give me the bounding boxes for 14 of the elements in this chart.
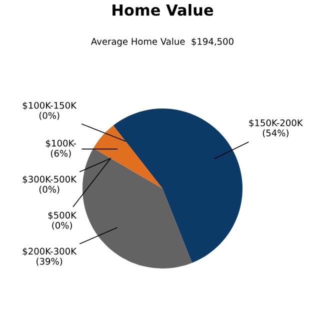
slice-label: $200K-300K (22, 248, 77, 256)
slice-label: $100K- (46, 140, 76, 148)
slice-label: $150K-200K (249, 119, 304, 128)
category-label: $300K-500K (22, 176, 77, 184)
category-label: $500K (48, 212, 77, 220)
text: (0%) (39, 186, 60, 194)
text: (0%) (52, 222, 72, 230)
data-label: (39%) (36, 258, 62, 266)
data-label: (6%) (50, 150, 71, 158)
text: (0%) (39, 112, 60, 120)
data-label: (54%) (262, 129, 288, 138)
chart-title: Home Value (112, 4, 214, 16)
category-label: $100K-150K (22, 102, 77, 110)
chart-subtitle: Average Home Value $194,500 (91, 38, 234, 47)
